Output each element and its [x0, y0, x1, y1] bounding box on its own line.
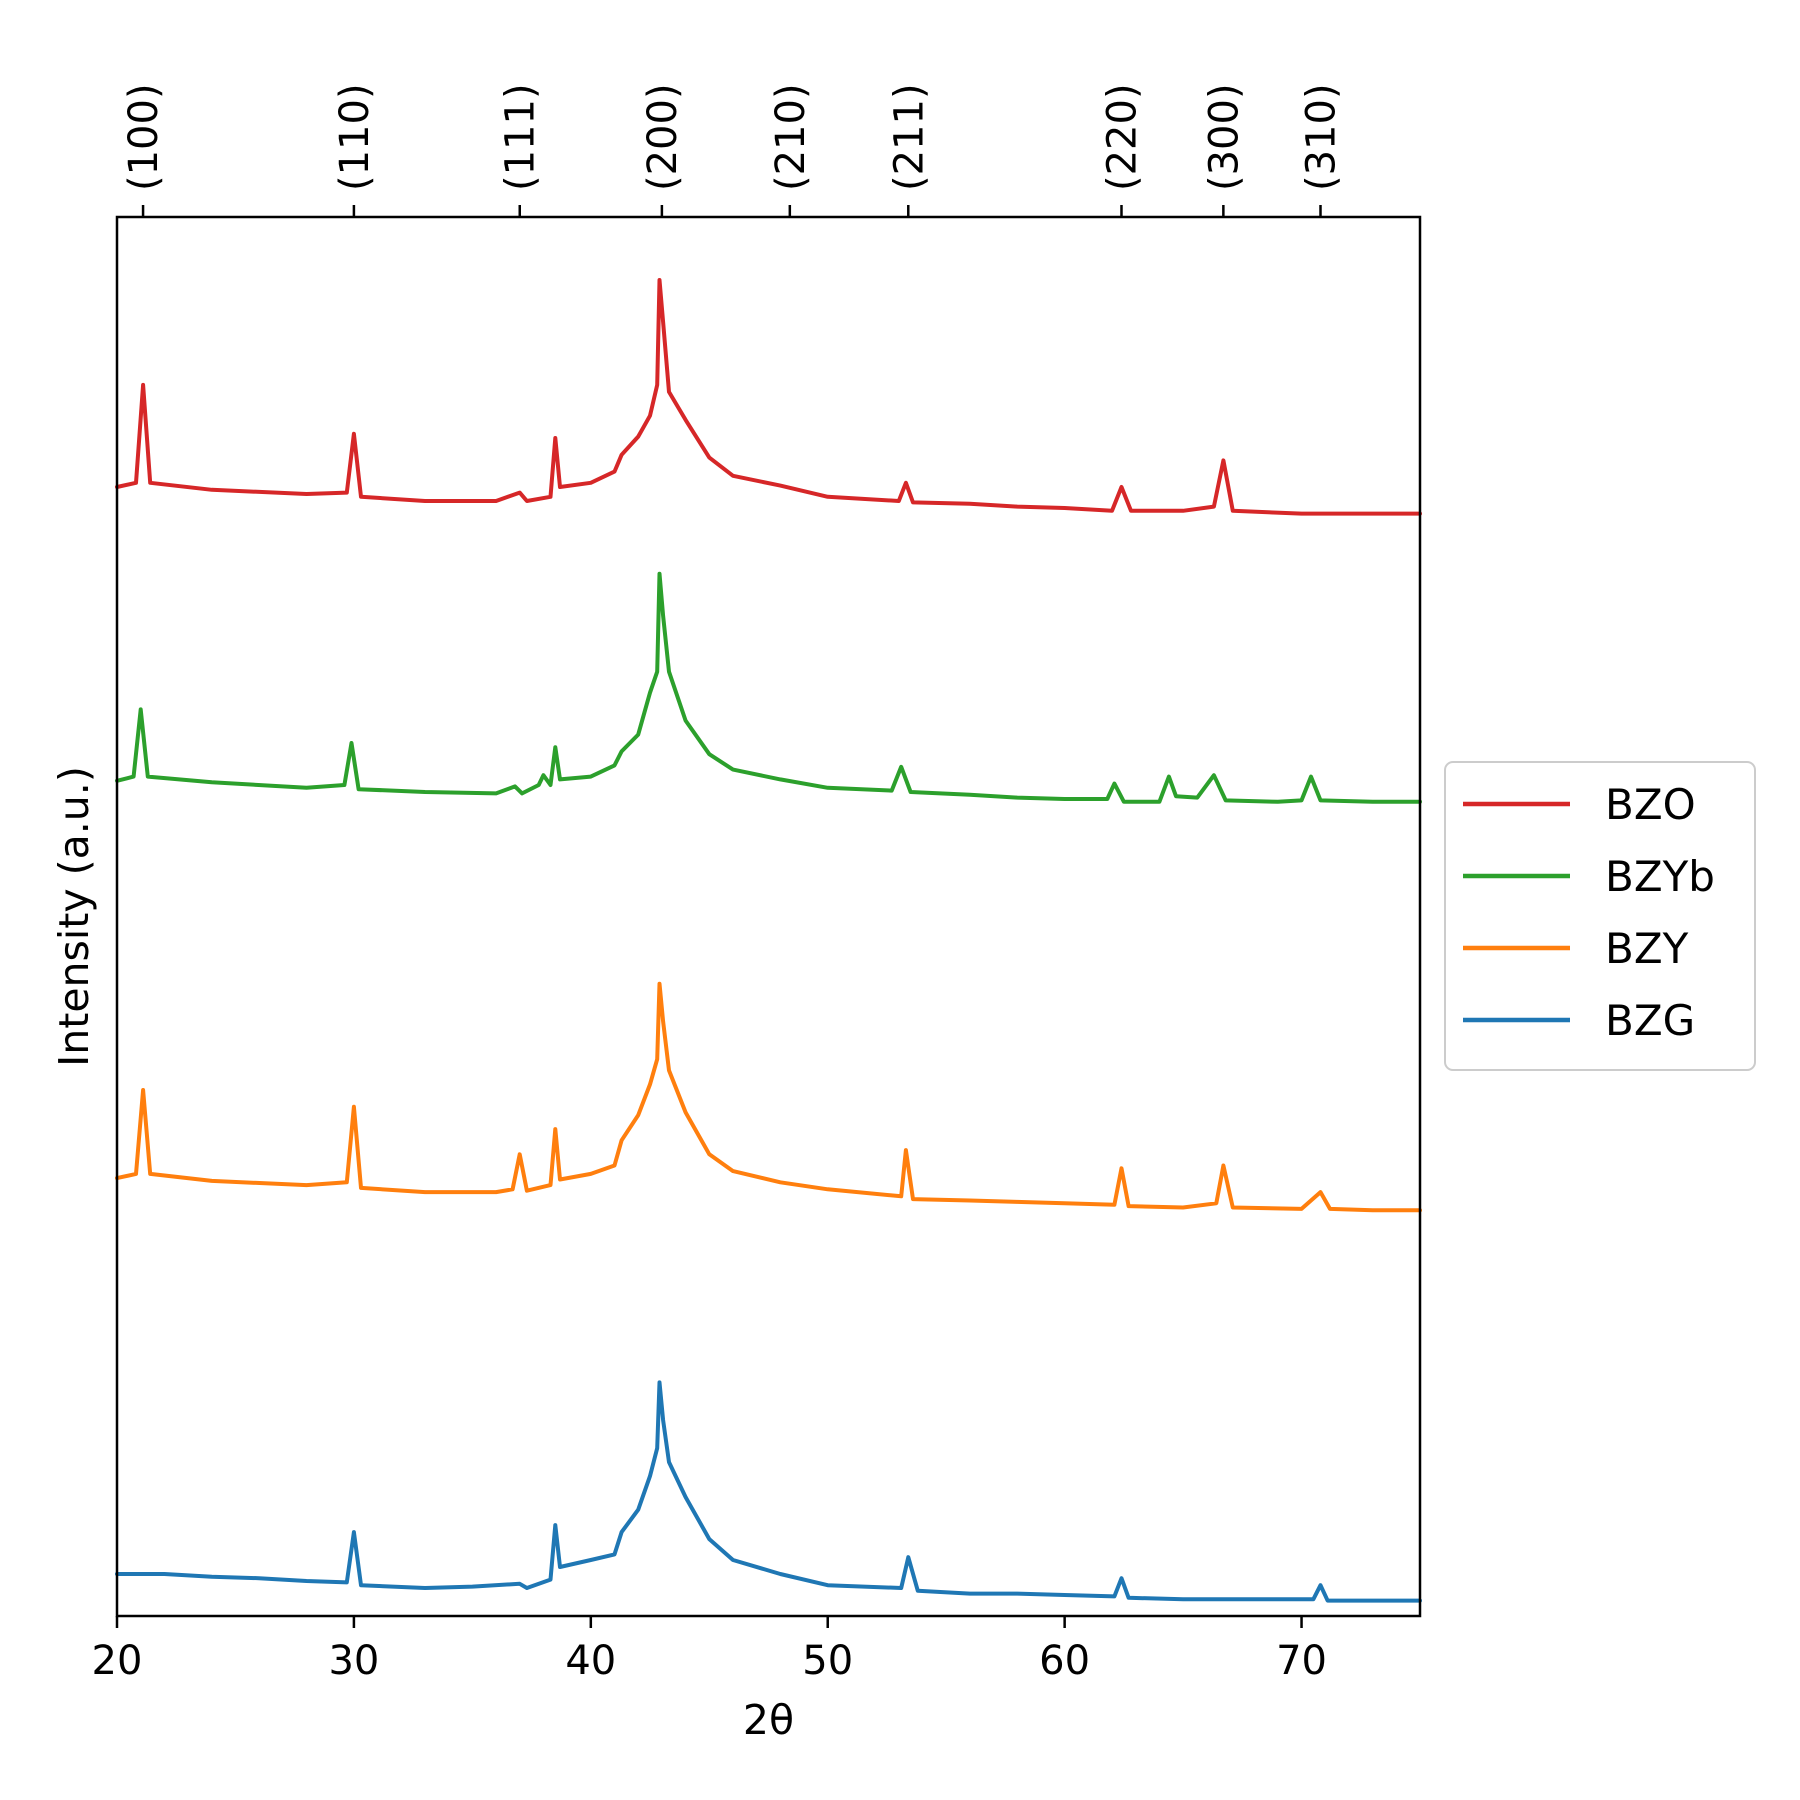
x-tick-label: 50 [802, 1638, 853, 1684]
legend-items: BZO BZYb BZY BZG [1463, 780, 1715, 1045]
x-tick-label: 60 [1039, 1638, 1090, 1684]
legend-label-bzg: BZG [1605, 996, 1695, 1045]
x-tick-label: 20 [92, 1638, 143, 1684]
legend: BZO BZYb BZY BZG [1444, 761, 1756, 1071]
series-line-bzy [115, 981, 1422, 1213]
x-tick-label: 70 [1276, 1638, 1327, 1684]
legend-label-bzo: BZO [1605, 780, 1696, 829]
hkl-label: (310) [1298, 83, 1344, 191]
legend-label-bzy: BZY [1605, 924, 1689, 973]
plot-frame [115, 215, 1422, 1618]
series-line-bzo [115, 278, 1422, 516]
series-line-bzg [115, 1380, 1422, 1603]
hkl-label: (111) [498, 83, 544, 191]
hkl-label: (200) [640, 83, 686, 191]
hkl-label: (211) [886, 83, 932, 191]
legend-box [1444, 761, 1756, 1071]
x-axis-label: 2θ [743, 1696, 794, 1744]
x-tick-label: 30 [328, 1638, 379, 1684]
series-line-bzyb [115, 571, 1422, 804]
hkl-label: (220) [1099, 83, 1145, 191]
hkl-label: (210) [768, 83, 814, 191]
top-axis-hkl-ticks: (100) (110) (111) (200) (210) (211) (220) (300)… [121, 83, 1344, 217]
x-tick-label: 40 [565, 1638, 616, 1684]
y-axis-label: Intensity (a.u.) [50, 766, 98, 1067]
x-axis-ticks: 20 30 40 50 60 70 [92, 1616, 1327, 1684]
hkl-label: (300) [1201, 83, 1247, 191]
series-layer [115, 278, 1422, 1603]
legend-label-bzyb: BZYb [1605, 852, 1715, 901]
hkl-label: (110) [332, 83, 378, 191]
hkl-label: (100) [121, 83, 167, 191]
